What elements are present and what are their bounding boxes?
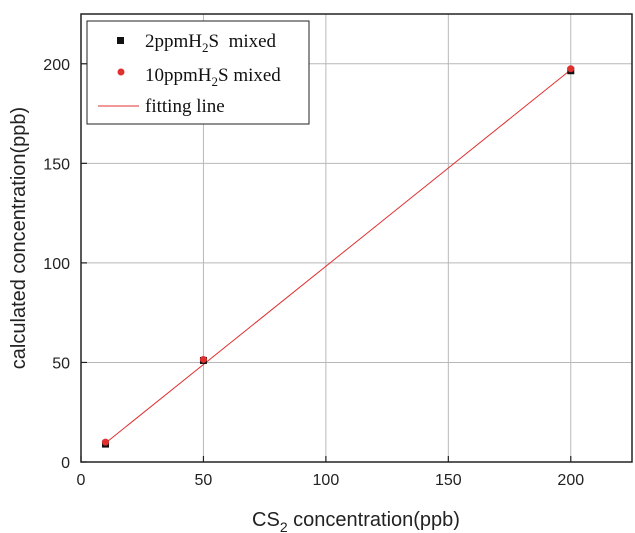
y-tick-label: 200 bbox=[43, 57, 70, 74]
data-series bbox=[101, 65, 575, 448]
y-axis-title: calculated concentration(ppb) bbox=[8, 107, 30, 369]
legend: 2ppmH2S mixed 10ppmH2S mixed fitting lin… bbox=[86, 20, 310, 125]
legend-marker-circle bbox=[117, 68, 125, 76]
y-tick-label: 150 bbox=[43, 156, 70, 173]
y-tick-label: 100 bbox=[43, 256, 70, 273]
x-tick-label: 150 bbox=[435, 472, 462, 489]
fitting-line bbox=[105, 69, 572, 444]
x-tick-label: 0 bbox=[77, 472, 86, 489]
x-tick-label: 50 bbox=[195, 472, 213, 489]
data-point-10ppm bbox=[199, 355, 207, 363]
axis-ticks: 0 50 100 150 200 0 50 100 150 200 bbox=[43, 57, 584, 489]
data-point-10ppm bbox=[101, 438, 109, 446]
data-point-10ppm bbox=[567, 65, 575, 73]
x-tick-label: 200 bbox=[557, 472, 584, 489]
legend-label-10ppm: 10ppmH2S mixed bbox=[145, 65, 281, 89]
x-tick-label: 100 bbox=[313, 472, 340, 489]
legend-marker-square bbox=[117, 37, 124, 44]
plot-frame bbox=[80, 13, 633, 463]
legend-label-2ppm: 2ppmH2S mixed bbox=[145, 31, 277, 55]
legend-label-fitting-line: fitting line bbox=[145, 96, 225, 117]
x-axis-title: CS2 concentration(ppb) bbox=[252, 509, 460, 533]
y-tick-label: 50 bbox=[52, 355, 70, 372]
y-tick-label: 0 bbox=[61, 455, 70, 472]
grid-lines bbox=[81, 14, 632, 462]
